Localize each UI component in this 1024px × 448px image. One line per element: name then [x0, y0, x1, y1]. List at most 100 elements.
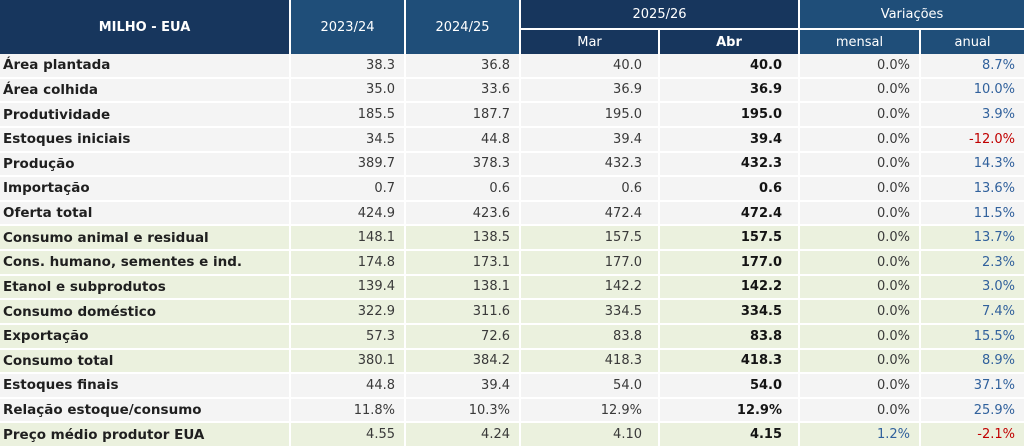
table-row: Exportação 57.3 72.6 83.8 83.8 0.0% 15.5% [0, 324, 1024, 350]
table-row: Cons. humano, sementes e ind. 174.8 173.1 1… [0, 251, 1024, 276]
cell-2024-25: 378.3 [406, 152, 521, 178]
cell-mensal: 0.0% [800, 324, 922, 350]
col-header-2025-26: 2025/26 [521, 0, 801, 28]
cell-2023-24: 34.5 [291, 127, 406, 153]
cell-abr: 334.5 [660, 300, 801, 325]
row-label: Consumo total [0, 349, 291, 375]
col-header-variacoes: Variações [800, 0, 1024, 28]
cell-2023-24: 44.8 [291, 374, 406, 399]
cell-2023-24: 148.1 [291, 226, 406, 251]
row-label: Consumo animal e residual [0, 226, 291, 251]
row-label: Importação [0, 177, 291, 202]
cell-2024-25: 173.1 [406, 251, 521, 276]
cell-2024-25: 36.8 [406, 54, 521, 79]
cell-mar: 83.8 [521, 324, 660, 350]
col-header-anual: anual [921, 28, 1024, 54]
cell-mensal: 0.0% [800, 300, 922, 325]
table-row: Importação 0.7 0.6 0.6 0.6 0.0% 13.6% [0, 177, 1024, 202]
cell-2024-25: 72.6 [406, 324, 521, 350]
cell-mensal: 0.0% [800, 103, 922, 128]
cell-mar: 472.4 [521, 201, 660, 227]
col-header-mar: Mar [521, 28, 660, 54]
cell-2024-25: 423.6 [406, 201, 521, 227]
cell-anual: 3.0% [921, 275, 1024, 301]
table-row: Relação estoque/consumo 11.8% 10.3% 12.9% 12… [0, 398, 1024, 424]
cell-anual: 2.3% [921, 251, 1024, 276]
cell-2024-25: 0.6 [406, 177, 521, 202]
cell-abr: 40.0 [660, 54, 801, 79]
cell-mensal: 0.0% [800, 226, 922, 251]
row-label: Produção [0, 152, 291, 178]
table-row: Consumo doméstico 322.9 311.6 334.5 334.5 0.0… [0, 300, 1024, 325]
col-header-2024-25: 2024/25 [406, 0, 521, 54]
cell-mensal: 1.2% [800, 423, 922, 448]
cell-abr: 472.4 [660, 201, 801, 227]
table-row: Oferta total 424.9 423.6 472.4 472.4 0.0% 11.5… [0, 201, 1024, 227]
cell-anual: 8.9% [921, 349, 1024, 375]
cell-anual: 7.4% [921, 300, 1024, 325]
cell-2023-24: 4.55 [291, 423, 406, 448]
cell-2024-25: 138.5 [406, 226, 521, 251]
table-row: Estoques finais 44.8 39.4 54.0 54.0 0.0% 37.1% [0, 374, 1024, 399]
cell-anual: 25.9% [921, 398, 1024, 424]
table-title: MILHO - EUA [0, 0, 291, 54]
cell-anual: 10.0% [921, 78, 1024, 104]
cell-2024-25: 187.7 [406, 103, 521, 128]
cell-anual: 8.7% [921, 54, 1024, 79]
table-header: MILHO - EUA 2023/24 2024/25 2025/26 Vari… [0, 0, 1024, 54]
cell-anual: 37.1% [921, 374, 1024, 399]
cell-mensal: 0.0% [800, 54, 922, 79]
cell-2024-25: 33.6 [406, 78, 521, 104]
cell-2023-24: 11.8% [291, 398, 406, 424]
cell-anual: 13.7% [921, 226, 1024, 251]
cell-2023-24: 185.5 [291, 103, 406, 128]
cell-mar: 418.3 [521, 349, 660, 375]
cell-abr: 432.3 [660, 152, 801, 178]
table-row: Consumo total 380.1 384.2 418.3 418.3 0.0% 8.9… [0, 349, 1024, 375]
cell-2023-24: 389.7 [291, 152, 406, 178]
cell-mensal: 0.0% [800, 78, 922, 104]
table-body: Área plantada 38.3 36.8 40.0 40.0 0.0% 8.7% Áre… [0, 54, 1024, 448]
cell-mar: 40.0 [521, 54, 660, 79]
table-row: Área plantada 38.3 36.8 40.0 40.0 0.0% 8.7% [0, 54, 1024, 79]
row-label: Etanol e subprodutos [0, 275, 291, 301]
col-header-2023-24: 2023/24 [291, 0, 406, 54]
cell-mensal: 0.0% [800, 251, 922, 276]
cell-abr: 195.0 [660, 103, 801, 128]
cell-2023-24: 174.8 [291, 251, 406, 276]
cell-mar: 39.4 [521, 127, 660, 153]
cell-abr: 12.9% [660, 398, 801, 424]
cell-anual: -2.1% [921, 423, 1024, 448]
row-label: Área colhida [0, 78, 291, 104]
cell-abr: 54.0 [660, 374, 801, 399]
cell-mar: 177.0 [521, 251, 660, 276]
row-label: Cons. humano, sementes e ind. [0, 251, 291, 276]
row-label: Produtividade [0, 103, 291, 128]
cell-2024-25: 44.8 [406, 127, 521, 153]
cell-2023-24: 380.1 [291, 349, 406, 375]
cell-mar: 12.9% [521, 398, 660, 424]
table-row: Consumo animal e residual 148.1 138.5 157.5… [0, 226, 1024, 251]
table-row: Produtividade 185.5 187.7 195.0 195.0 0.0% 3.9… [0, 103, 1024, 128]
col-header-abr: Abr [660, 28, 801, 54]
cell-2024-25: 39.4 [406, 374, 521, 399]
cell-2023-24: 322.9 [291, 300, 406, 325]
cell-anual: 3.9% [921, 103, 1024, 128]
row-label: Estoques finais [0, 374, 291, 399]
cell-anual: 14.3% [921, 152, 1024, 178]
cell-2023-24: 57.3 [291, 324, 406, 350]
row-label: Preço médio produtor EUA [0, 423, 291, 448]
table-row: Área colhida 35.0 33.6 36.9 36.9 0.0% 10.0% [0, 78, 1024, 104]
row-label: Estoques iniciais [0, 127, 291, 153]
cell-abr: 0.6 [660, 177, 801, 202]
cell-2024-25: 4.24 [406, 423, 521, 448]
cell-abr: 36.9 [660, 78, 801, 104]
cell-abr: 177.0 [660, 251, 801, 276]
row-label: Área plantada [0, 54, 291, 79]
cell-anual: 15.5% [921, 324, 1024, 350]
cell-mar: 54.0 [521, 374, 660, 399]
cell-anual: -12.0% [921, 127, 1024, 153]
row-label: Relação estoque/consumo [0, 398, 291, 424]
cell-2023-24: 0.7 [291, 177, 406, 202]
